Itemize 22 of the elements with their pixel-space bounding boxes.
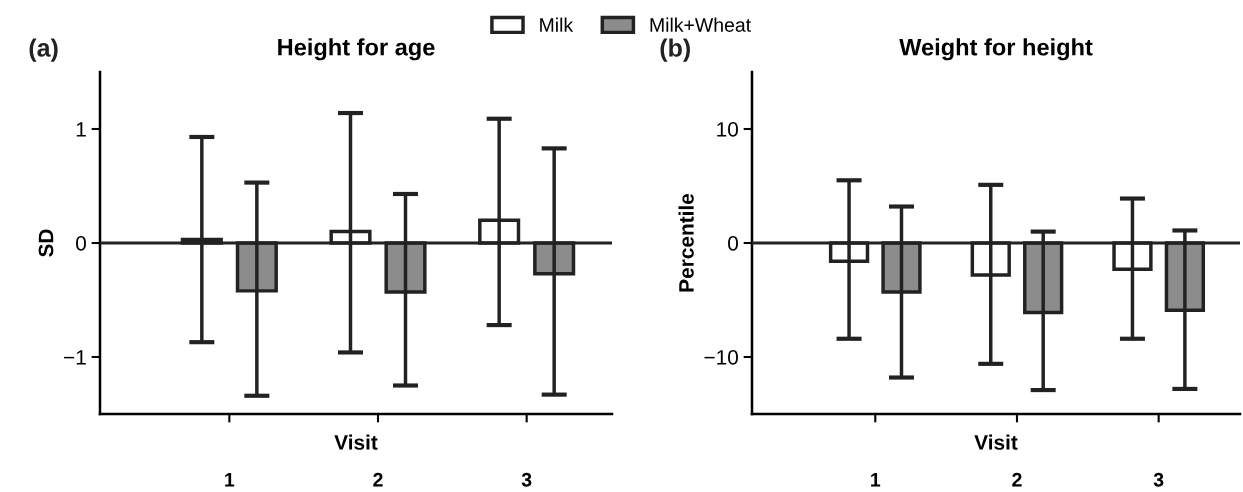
x-tick-label: 1 bbox=[871, 473, 881, 487]
x-axis-title: Visit bbox=[974, 434, 1018, 450]
text: (b) bbox=[660, 38, 690, 62]
x-tick-label: 3 bbox=[1153, 472, 1164, 487]
y-tick-label: 0 bbox=[728, 236, 738, 251]
chart-title: Weight for height bbox=[899, 38, 1093, 61]
legend-label: Milk bbox=[540, 17, 574, 32]
x-tick-label: 3 bbox=[521, 472, 532, 487]
y-axis-title: Percentile bbox=[678, 193, 694, 292]
x-tick-label: 1 bbox=[225, 473, 235, 487]
text: (a) bbox=[29, 38, 58, 62]
chart-title: Height for age bbox=[278, 38, 435, 61]
y-tick-label: −10 bbox=[704, 350, 738, 365]
y-tick-label: 1 bbox=[76, 122, 86, 137]
x-axis-title: Visit bbox=[334, 434, 378, 450]
y-tick-label: −1 bbox=[64, 350, 86, 365]
legend-label: Milk+Wheat bbox=[650, 17, 751, 32]
x-tick-label: 2 bbox=[1012, 472, 1022, 487]
y-tick-label: 0 bbox=[76, 236, 86, 251]
y-tick-label: 10 bbox=[717, 122, 738, 137]
y-axis-title: SD bbox=[38, 229, 54, 257]
x-tick-label: 2 bbox=[373, 472, 383, 487]
